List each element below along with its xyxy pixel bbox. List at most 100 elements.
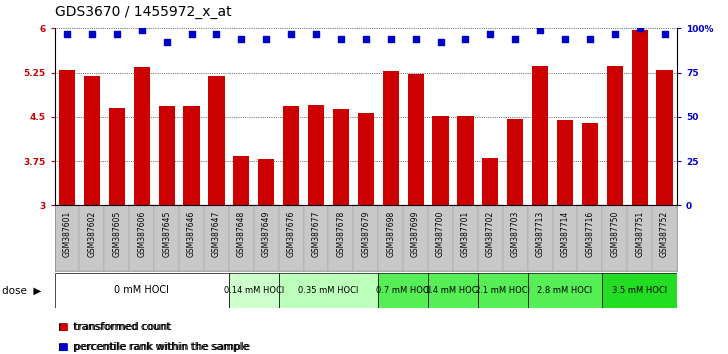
Bar bbox=[478, 273, 528, 308]
Bar bbox=[553, 205, 577, 271]
Point bbox=[634, 25, 646, 31]
Bar bbox=[478, 205, 503, 271]
Bar bbox=[353, 205, 379, 271]
Text: GSM387700: GSM387700 bbox=[436, 211, 445, 257]
Point bbox=[235, 36, 247, 42]
Bar bbox=[130, 205, 154, 271]
Bar bbox=[328, 205, 353, 271]
Point bbox=[335, 36, 347, 42]
Text: GSM387679: GSM387679 bbox=[361, 211, 371, 257]
Point bbox=[360, 36, 371, 42]
Bar bbox=[229, 205, 254, 271]
Bar bbox=[108, 108, 125, 205]
Bar bbox=[602, 205, 628, 271]
Text: GSM387605: GSM387605 bbox=[112, 211, 122, 257]
Point bbox=[510, 36, 521, 42]
Text: transformed count: transformed count bbox=[73, 322, 170, 332]
Text: GDS3670 / 1455972_x_at: GDS3670 / 1455972_x_at bbox=[55, 5, 232, 19]
Bar bbox=[208, 75, 224, 205]
Bar bbox=[408, 74, 424, 205]
Bar bbox=[628, 205, 652, 271]
Bar bbox=[453, 205, 478, 271]
Bar bbox=[84, 75, 100, 205]
Text: GSM387713: GSM387713 bbox=[536, 211, 545, 257]
Text: GSM387716: GSM387716 bbox=[585, 211, 594, 257]
Text: 1.4 mM HOCl: 1.4 mM HOCl bbox=[425, 286, 480, 295]
Text: GSM387649: GSM387649 bbox=[262, 211, 271, 257]
Point bbox=[261, 36, 272, 42]
Bar bbox=[383, 71, 399, 205]
Point bbox=[186, 31, 197, 36]
Bar bbox=[428, 273, 478, 308]
Text: GSM387601: GSM387601 bbox=[63, 211, 71, 257]
Point bbox=[86, 31, 98, 36]
Bar bbox=[602, 273, 677, 308]
Bar bbox=[528, 205, 553, 271]
Text: 0.14 mM HOCl: 0.14 mM HOCl bbox=[223, 286, 284, 295]
Point bbox=[534, 27, 546, 33]
Bar bbox=[254, 205, 279, 271]
Bar bbox=[59, 70, 75, 205]
Text: 0 mM HOCl: 0 mM HOCl bbox=[114, 285, 169, 295]
Text: GSM387645: GSM387645 bbox=[162, 211, 171, 257]
Bar bbox=[79, 205, 104, 271]
Text: GSM387751: GSM387751 bbox=[636, 211, 644, 257]
Bar bbox=[159, 106, 175, 205]
Text: GSM387698: GSM387698 bbox=[387, 211, 395, 257]
Bar bbox=[652, 205, 677, 271]
Bar bbox=[657, 70, 673, 205]
Bar bbox=[432, 116, 448, 205]
Bar bbox=[258, 159, 274, 205]
Bar bbox=[279, 205, 304, 271]
Bar bbox=[403, 205, 428, 271]
Bar bbox=[577, 205, 602, 271]
Bar bbox=[503, 205, 528, 271]
Text: GSM387606: GSM387606 bbox=[138, 211, 146, 257]
Text: GSM387702: GSM387702 bbox=[486, 211, 495, 257]
Text: GSM387701: GSM387701 bbox=[461, 211, 470, 257]
Point bbox=[210, 31, 222, 36]
Bar bbox=[55, 273, 229, 308]
Bar bbox=[304, 205, 328, 271]
Bar bbox=[333, 109, 349, 205]
Text: 2.1 mM HOCl: 2.1 mM HOCl bbox=[475, 286, 530, 295]
Text: 2.8 mM HOCl: 2.8 mM HOCl bbox=[537, 286, 593, 295]
Bar bbox=[308, 105, 324, 205]
Bar bbox=[229, 273, 279, 308]
Text: GSM387602: GSM387602 bbox=[87, 211, 96, 257]
Text: GSM387648: GSM387648 bbox=[237, 211, 246, 257]
Bar bbox=[457, 116, 473, 205]
Text: GSM387703: GSM387703 bbox=[511, 211, 520, 257]
Point bbox=[161, 40, 173, 45]
Point bbox=[285, 31, 297, 36]
Bar bbox=[233, 156, 250, 205]
Point bbox=[310, 31, 322, 36]
Bar bbox=[557, 120, 573, 205]
Point bbox=[136, 27, 148, 33]
Text: 0.35 mM HOCl: 0.35 mM HOCl bbox=[298, 286, 359, 295]
Point bbox=[584, 36, 596, 42]
Text: dose  ▶: dose ▶ bbox=[2, 285, 41, 295]
Point bbox=[61, 31, 73, 36]
Point bbox=[559, 36, 571, 42]
Text: GSM387752: GSM387752 bbox=[660, 211, 669, 257]
Bar bbox=[179, 205, 204, 271]
Bar bbox=[428, 205, 453, 271]
Bar bbox=[606, 66, 623, 205]
Point bbox=[485, 31, 496, 36]
Bar bbox=[582, 123, 598, 205]
Point bbox=[111, 31, 122, 36]
Point bbox=[385, 36, 397, 42]
Bar bbox=[528, 273, 602, 308]
Text: ■: ■ bbox=[58, 342, 68, 352]
Bar bbox=[482, 158, 499, 205]
Text: GSM387750: GSM387750 bbox=[610, 211, 620, 257]
Bar bbox=[379, 205, 403, 271]
Bar bbox=[283, 106, 299, 205]
Bar bbox=[134, 67, 150, 205]
Text: GSM387677: GSM387677 bbox=[312, 211, 320, 257]
Point bbox=[410, 36, 422, 42]
Bar bbox=[183, 106, 199, 205]
Point bbox=[459, 36, 471, 42]
Bar bbox=[632, 29, 648, 205]
